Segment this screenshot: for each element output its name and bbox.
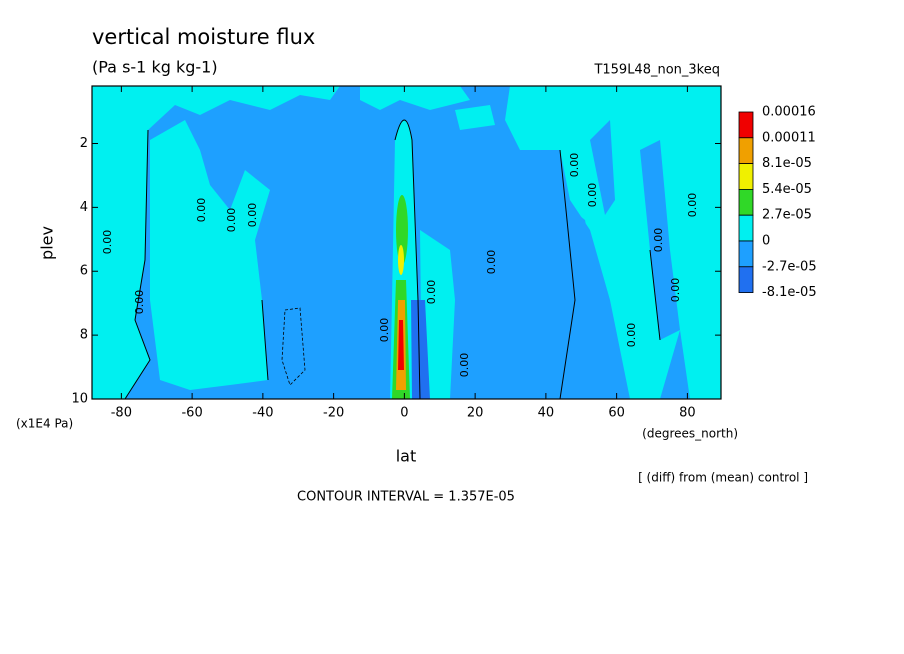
colorbar-box bbox=[738, 111, 754, 139]
note: [ (diff) from (mean) control ] bbox=[638, 471, 808, 485]
y-tick-label: 6 bbox=[80, 264, 88, 279]
colorbar-box bbox=[738, 266, 754, 293]
y-tick-label: 10 bbox=[71, 392, 88, 407]
contour-label: 0.00 bbox=[652, 228, 665, 253]
colorbar-box bbox=[738, 214, 754, 242]
x-tick-label: 60 bbox=[608, 406, 625, 421]
colorbar-label: 8.1e-05 bbox=[762, 156, 812, 171]
x-tick-label: 80 bbox=[679, 406, 696, 421]
y-axis-label: plev bbox=[38, 226, 57, 260]
colorbar-box bbox=[738, 137, 754, 165]
contour-label: 0.00 bbox=[101, 230, 114, 255]
run-label: T159L48_non_3keq bbox=[593, 63, 720, 78]
contour-labels: 0.00 0.00 0.00 0.00 0.00 0.00 0.00 0.00 … bbox=[101, 153, 699, 378]
colorbar-label: 0.00011 bbox=[762, 130, 816, 145]
contour-label: 0.00 bbox=[246, 203, 259, 228]
contour-label: 0.00 bbox=[686, 193, 699, 218]
contour-label: 0.00 bbox=[625, 323, 638, 348]
colorbar-label: -2.7e-05 bbox=[762, 259, 817, 274]
contour-label: 0.00 bbox=[485, 250, 498, 275]
contour-label: 0.00 bbox=[669, 278, 682, 303]
y-tick-label: 4 bbox=[80, 200, 88, 215]
contour-field bbox=[92, 86, 721, 400]
colorbar-label: 2.7e-05 bbox=[762, 208, 812, 223]
x-tick-label: -80 bbox=[111, 406, 132, 421]
contour-label: 0.00 bbox=[568, 153, 581, 178]
x-tick-label: -60 bbox=[181, 406, 202, 421]
colorbar-box bbox=[738, 163, 754, 190]
x-unit: (degrees_north) bbox=[642, 427, 738, 441]
y-unit: (x1E4 Pa) bbox=[16, 417, 73, 431]
colorbar-label: 0 bbox=[762, 234, 770, 249]
colorbar-label: 5.4e-05 bbox=[762, 182, 812, 197]
x-tick-label: -40 bbox=[252, 406, 273, 421]
x-tick-label: -20 bbox=[323, 406, 344, 421]
y-tick-label: 2 bbox=[80, 136, 88, 151]
x-tick-label: 20 bbox=[467, 406, 484, 421]
contour-label: 0.00 bbox=[586, 183, 599, 208]
x-tick-label: 40 bbox=[538, 406, 555, 421]
colorbar-label: 0.00016 bbox=[762, 105, 816, 120]
contour-interval: CONTOUR INTERVAL = 1.357E-05 bbox=[297, 490, 515, 505]
contour-label: 0.00 bbox=[195, 198, 208, 223]
plot-frame bbox=[91, 85, 722, 400]
contour-label: 0.00 bbox=[425, 280, 438, 305]
contour-label: 0.00 bbox=[378, 318, 391, 343]
colorbar-label: -8.1e-05 bbox=[762, 285, 817, 300]
x-tick-label: 0 bbox=[400, 406, 408, 421]
contour-label: 0.00 bbox=[225, 208, 238, 233]
colorbar-box bbox=[738, 188, 754, 216]
y-tick-label: 8 bbox=[80, 328, 88, 343]
colorbar-box bbox=[738, 240, 754, 268]
contour-label: 0.00 bbox=[133, 290, 146, 315]
chart-subtitle: (Pa s-1 kg kg-1) bbox=[92, 58, 218, 77]
contour-label: 0.00 bbox=[458, 353, 471, 378]
chart-title: vertical moisture flux bbox=[92, 25, 315, 49]
x-axis-label: lat bbox=[396, 447, 417, 466]
